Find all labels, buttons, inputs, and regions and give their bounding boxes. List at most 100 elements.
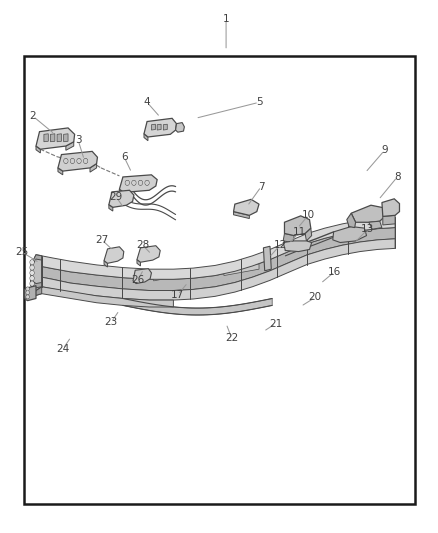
- Circle shape: [30, 260, 34, 264]
- Polygon shape: [64, 134, 68, 142]
- Polygon shape: [153, 269, 188, 281]
- Polygon shape: [31, 280, 42, 288]
- Circle shape: [30, 271, 34, 275]
- Polygon shape: [32, 287, 173, 307]
- Polygon shape: [28, 287, 42, 297]
- Text: 22: 22: [225, 334, 238, 343]
- Polygon shape: [263, 246, 271, 271]
- Polygon shape: [163, 124, 167, 130]
- Polygon shape: [151, 124, 155, 130]
- Polygon shape: [58, 151, 97, 171]
- Polygon shape: [346, 213, 355, 228]
- Polygon shape: [381, 199, 399, 216]
- Text: 6: 6: [120, 152, 127, 162]
- Text: 17: 17: [171, 290, 184, 300]
- Text: 25: 25: [15, 247, 28, 257]
- Polygon shape: [31, 255, 42, 268]
- Circle shape: [31, 266, 33, 269]
- Polygon shape: [28, 289, 32, 297]
- Polygon shape: [42, 239, 394, 300]
- Circle shape: [145, 181, 148, 185]
- Polygon shape: [42, 217, 394, 279]
- Polygon shape: [36, 146, 40, 153]
- Circle shape: [27, 296, 28, 298]
- Polygon shape: [119, 175, 157, 192]
- Polygon shape: [284, 216, 310, 236]
- Text: 26: 26: [131, 275, 145, 285]
- Circle shape: [84, 159, 87, 163]
- Polygon shape: [42, 287, 96, 301]
- Polygon shape: [123, 298, 272, 315]
- Text: 20: 20: [308, 293, 321, 302]
- Polygon shape: [66, 142, 74, 150]
- Text: 4: 4: [143, 98, 150, 107]
- Text: 29: 29: [110, 192, 123, 202]
- Polygon shape: [350, 205, 385, 222]
- Circle shape: [78, 159, 80, 163]
- Text: 23: 23: [104, 318, 117, 327]
- Text: 12: 12: [273, 240, 286, 250]
- Polygon shape: [332, 227, 366, 243]
- Circle shape: [30, 276, 34, 280]
- Circle shape: [26, 287, 29, 290]
- Circle shape: [77, 159, 81, 163]
- Circle shape: [84, 159, 87, 163]
- Text: 11: 11: [293, 227, 306, 237]
- Polygon shape: [233, 212, 249, 219]
- Circle shape: [26, 295, 29, 298]
- Circle shape: [31, 271, 33, 274]
- Polygon shape: [44, 134, 48, 142]
- Text: 9: 9: [380, 146, 387, 155]
- Text: 28: 28: [136, 240, 149, 250]
- Polygon shape: [36, 128, 74, 149]
- Polygon shape: [42, 228, 394, 290]
- Polygon shape: [109, 190, 134, 207]
- Polygon shape: [119, 189, 124, 196]
- Text: 1: 1: [222, 14, 229, 23]
- Circle shape: [31, 277, 33, 280]
- Circle shape: [132, 181, 135, 184]
- Text: 10: 10: [301, 210, 314, 220]
- Polygon shape: [104, 261, 107, 267]
- Circle shape: [26, 291, 29, 294]
- Text: 27: 27: [95, 235, 108, 245]
- Polygon shape: [157, 124, 161, 130]
- Circle shape: [145, 181, 148, 184]
- Polygon shape: [104, 247, 124, 263]
- Polygon shape: [144, 118, 176, 137]
- Polygon shape: [283, 233, 293, 243]
- Polygon shape: [382, 215, 394, 225]
- Circle shape: [30, 265, 34, 270]
- Polygon shape: [31, 255, 42, 290]
- Polygon shape: [57, 134, 61, 142]
- Circle shape: [31, 261, 33, 264]
- Circle shape: [64, 159, 67, 163]
- Polygon shape: [58, 168, 63, 175]
- Circle shape: [27, 292, 28, 294]
- Polygon shape: [283, 241, 311, 252]
- Text: 7: 7: [257, 182, 264, 191]
- Polygon shape: [109, 205, 113, 211]
- Circle shape: [132, 181, 135, 185]
- Polygon shape: [50, 134, 55, 142]
- Text: 2: 2: [29, 111, 36, 121]
- Polygon shape: [233, 199, 258, 215]
- Text: 16: 16: [327, 267, 340, 277]
- Text: 8: 8: [393, 172, 400, 182]
- Text: 24: 24: [56, 344, 69, 354]
- Polygon shape: [90, 164, 96, 172]
- Circle shape: [27, 288, 28, 290]
- Circle shape: [30, 281, 34, 286]
- Circle shape: [31, 282, 33, 285]
- Polygon shape: [304, 228, 311, 241]
- Circle shape: [138, 181, 142, 185]
- Circle shape: [71, 159, 74, 163]
- Polygon shape: [144, 134, 148, 141]
- Polygon shape: [137, 246, 160, 262]
- Polygon shape: [188, 266, 223, 279]
- Text: 13: 13: [360, 224, 374, 234]
- Polygon shape: [223, 264, 258, 276]
- Circle shape: [126, 181, 128, 184]
- Polygon shape: [368, 221, 381, 229]
- Text: 3: 3: [74, 135, 81, 145]
